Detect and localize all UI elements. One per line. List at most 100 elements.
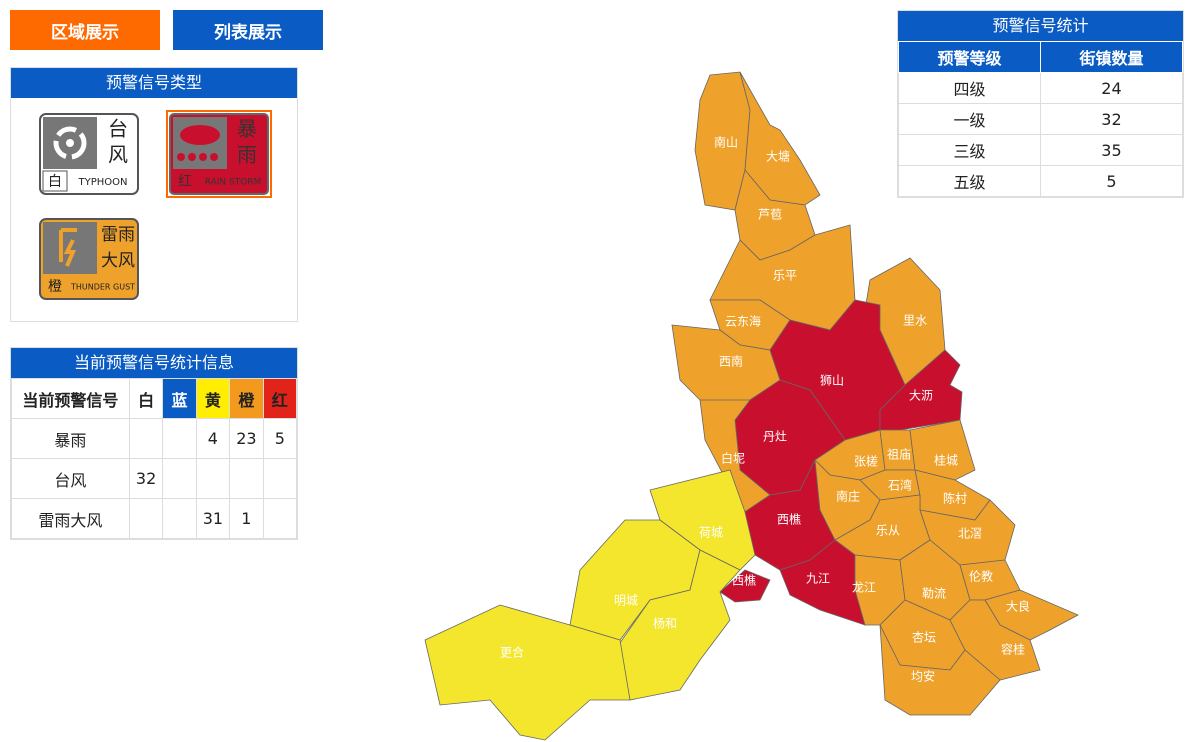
cell bbox=[128, 498, 164, 539]
region-label: 伦教 bbox=[969, 569, 993, 584]
region-label: 更合 bbox=[500, 645, 524, 660]
region-label: 大良 bbox=[1006, 599, 1030, 614]
region-label: 大塘 bbox=[766, 149, 790, 164]
region-label: 西樵 bbox=[732, 573, 756, 588]
region-shape[interactable] bbox=[719, 569, 771, 603]
cell: 23 bbox=[229, 418, 264, 459]
region-label: 狮山 bbox=[820, 374, 844, 388]
table-row: 五级 5 bbox=[898, 165, 1184, 197]
stats-panel: 当前预警信号统计信息 当前预警信号白蓝黄橙红暴雨 4 23 5 台风 32 雷雨大风 31 1 bbox=[10, 347, 298, 540]
cell: 四级 bbox=[898, 72, 1041, 104]
region-label: 丹灶 bbox=[763, 430, 787, 444]
cell bbox=[229, 458, 264, 499]
map-region[interactable]: 西樵 bbox=[739, 458, 836, 571]
header-cell: 当前预警信号 bbox=[11, 378, 130, 419]
region-shape[interactable] bbox=[614, 549, 741, 701]
cell bbox=[195, 458, 231, 499]
region-label: 均安 bbox=[911, 669, 935, 684]
map-region[interactable]: 更合 bbox=[424, 604, 631, 741]
rainstorm-icon[interactable]: 暴 雨 红 RAIN STORM bbox=[166, 110, 272, 198]
cell: 35 bbox=[1039, 134, 1184, 166]
region-shape[interactable] bbox=[879, 349, 963, 431]
table-row: 一级 32 bbox=[898, 103, 1184, 135]
map-region[interactable]: 杨和 bbox=[614, 549, 741, 701]
map-region[interactable]: 乐从 bbox=[834, 494, 931, 561]
icon-english: RAIN STORM bbox=[205, 178, 262, 188]
icon-text: 风 bbox=[108, 143, 128, 167]
region-label: 桂城 bbox=[934, 453, 958, 468]
region-label: 杏坛 bbox=[912, 631, 936, 645]
region-label: 祖庙 bbox=[887, 447, 911, 462]
region-shape[interactable] bbox=[739, 71, 821, 206]
table-row: 台风 32 bbox=[11, 458, 298, 499]
map-region[interactable]: 桂城 bbox=[909, 419, 976, 481]
cell: 5 bbox=[262, 418, 298, 459]
region-label: 陈村 bbox=[943, 491, 967, 506]
region-shape[interactable] bbox=[909, 419, 976, 481]
map-region[interactable]: 南庄 bbox=[814, 458, 881, 541]
region-shape[interactable] bbox=[879, 624, 1001, 716]
header-cell: 预警等级 bbox=[898, 41, 1041, 73]
map-region[interactable]: 西南 bbox=[671, 324, 781, 421]
cell bbox=[162, 458, 197, 499]
region-label: 龙江 bbox=[852, 581, 876, 595]
typhoon-icon[interactable]: 台 风 白 TYPHOON bbox=[39, 113, 139, 195]
icon-text: 暴 bbox=[237, 117, 257, 141]
cell: 4 bbox=[195, 418, 231, 459]
region-label: 石湾 bbox=[888, 478, 912, 493]
icon-text: 大风 bbox=[101, 251, 135, 271]
region-label: 张槎 bbox=[854, 454, 878, 469]
icon-text: 雨 bbox=[237, 143, 257, 167]
map-region[interactable]: 祖庙 bbox=[879, 429, 916, 471]
panel-title: 预警信号统计 bbox=[898, 11, 1183, 41]
cell: 31 bbox=[195, 498, 231, 539]
table-row: 暴雨 4 23 5 bbox=[11, 418, 298, 459]
region-label: 杨和 bbox=[653, 616, 677, 631]
map-region[interactable]: 西樵 bbox=[719, 569, 771, 603]
signal-type-panel: 预警信号类型 台 风 白 TYPHOON 暴 雨 红 RAIN STORM 雷雨… bbox=[10, 67, 298, 322]
region-label: 南庄 bbox=[836, 489, 860, 504]
cell: 32 bbox=[128, 458, 164, 499]
icon-english: TYPHOON bbox=[78, 177, 128, 188]
thunder-icon[interactable]: 雷雨 大风 橙 THUNDER GUST bbox=[39, 218, 139, 300]
tab-list[interactable]: 列表展示 bbox=[173, 10, 323, 50]
map-region[interactable]: 容桂 bbox=[949, 599, 1041, 681]
map-region[interactable]: 大塘 bbox=[739, 71, 821, 206]
cell: 五级 bbox=[898, 165, 1041, 197]
map-region[interactable]: 伦教 bbox=[959, 559, 1021, 601]
icon-level: 红 bbox=[178, 174, 192, 190]
cell: 三级 bbox=[898, 134, 1041, 166]
stats-table: 当前预警信号白蓝黄橙红暴雨 4 23 5 台风 32 雷雨大风 31 1 bbox=[11, 378, 298, 539]
region-label: 勒流 bbox=[922, 587, 946, 601]
cell bbox=[262, 498, 298, 539]
region-label: 明城 bbox=[614, 594, 638, 608]
icon-level: 白 bbox=[48, 174, 62, 190]
map-region[interactable]: 大沥 bbox=[879, 349, 963, 431]
region-label: 白坭 bbox=[721, 451, 745, 466]
map-region[interactable]: 龙江 bbox=[852, 554, 906, 626]
cell: 雷雨大风 bbox=[11, 498, 130, 539]
cell: 一级 bbox=[898, 103, 1041, 135]
region-label: 芦苞 bbox=[758, 208, 782, 222]
cell: 暴雨 bbox=[11, 418, 130, 459]
icon-text: 雷雨 bbox=[101, 225, 135, 245]
table-row: 预警等级 街镇数量 bbox=[898, 41, 1184, 73]
cell: 24 bbox=[1039, 72, 1184, 104]
region-label: 西南 bbox=[719, 354, 743, 369]
summary-panel: 预警信号统计 预警等级 街镇数量 四级 24 一级 32 三级 35 五级 5 bbox=[897, 10, 1184, 198]
map-region[interactable]: 均安 bbox=[879, 624, 1001, 716]
region-label: 西樵 bbox=[777, 512, 801, 527]
cell: 台风 bbox=[11, 458, 130, 499]
header-cell: 蓝 bbox=[162, 378, 197, 419]
region-shape[interactable] bbox=[949, 599, 1041, 681]
map-region[interactable]: 北滘 bbox=[919, 499, 1016, 566]
region-label: 荷城 bbox=[699, 526, 723, 540]
region-shape[interactable] bbox=[424, 604, 631, 741]
cell bbox=[128, 418, 164, 459]
tab-region[interactable]: 区域展示 bbox=[10, 10, 160, 50]
region-label: 北滘 bbox=[958, 527, 982, 541]
region-label: 南山 bbox=[714, 135, 738, 150]
cell bbox=[262, 458, 298, 499]
map-region[interactable]: 荷城 bbox=[649, 469, 756, 571]
